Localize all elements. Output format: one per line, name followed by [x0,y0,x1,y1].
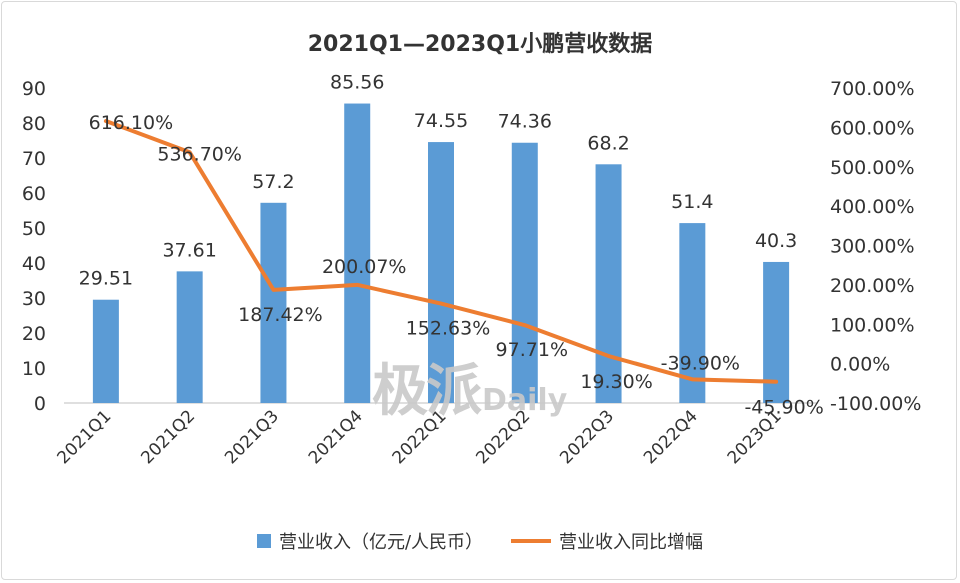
y-left-tick-label: 80 [22,113,46,135]
y-right-tick-label: 700.00% [830,78,915,100]
legend-item-bar: 营业收入（亿元/人民币） [256,528,484,554]
bar-data-label: 74.36 [498,111,552,133]
legend-bar-swatch [256,534,271,548]
bar [344,103,371,403]
y-right-tick-label: 100.00% [830,314,915,336]
legend-line-swatch [511,539,552,543]
line-data-label: 97.71% [496,339,568,361]
x-tick-label: 2021Q3 [221,406,283,468]
line-data-label: 616.10% [89,112,174,134]
bar [428,142,454,403]
y-left-tick-label: 30 [22,288,46,310]
x-tick-label: 2021Q2 [137,406,199,468]
watermark-en: Daily [482,383,568,418]
bar [679,223,706,403]
legend-item-line: 营业收入同比增幅 [511,528,703,554]
y-right-tick-label: 300.00% [830,236,915,258]
legend-line-label: 营业收入同比增幅 [559,532,704,553]
growth-line [103,119,779,384]
bar-data-label: 29.51 [79,268,133,290]
x-tick-label: 2021Q1 [54,406,116,468]
y-left-tick-label: 40 [22,253,46,275]
y-left-tick-label: 20 [22,323,46,345]
y-left-tick-label: 10 [22,358,46,380]
y-right-tick-label: 0.00% [830,354,890,376]
line-data-label: 187.42% [238,304,323,326]
line-data-label: -45.90% [744,397,823,419]
bar [260,202,287,403]
watermark: 极派Daily [372,346,567,427]
line-data-label: 536.70% [157,143,242,165]
bar-data-label: 40.3 [755,230,797,252]
line-data-label: -39.90% [661,352,740,374]
line-data-label: 152.63% [406,318,491,340]
bar-data-label: 57.2 [252,171,294,193]
chart-title: 2021Q1—2023Q1小鹏营收数据 [307,32,653,57]
y-left-tick-label: 50 [22,218,46,240]
y-right-tick-label: 400.00% [830,196,915,218]
y-left-tick-label: 0 [34,393,46,415]
bar-data-label: 85.56 [330,72,384,94]
line-data-label: 200.07% [322,256,407,278]
y-right-tick-label: 200.00% [830,275,915,297]
x-tick-label: 2022Q4 [640,406,702,468]
y-left-tick-label: 70 [22,148,46,170]
x-tick-label: 2021Q4 [305,406,367,468]
y-right-tick-label: -100.00% [830,393,921,415]
bar-data-label: 74.55 [414,110,468,132]
bar [511,142,538,404]
y-right-tick-label: 500.00% [830,157,915,179]
y-right-tick-label: 600.00% [830,117,915,139]
bar [92,299,119,403]
line-data-label: 19.30% [580,371,652,393]
watermark-cn: 极派 [372,359,482,424]
y-left-tick-label: 60 [22,183,46,205]
legend: 营业收入（亿元/人民币） 营业收入同比增幅 [0,528,960,554]
y-left-tick-label: 90 [22,78,46,100]
bar-data-label: 37.61 [162,239,216,261]
bar-data-label: 51.4 [671,191,713,213]
legend-bar-label: 营业收入（亿元/人民币） [278,532,484,553]
bar-data-label: 68.2 [587,132,629,154]
bar [595,164,622,403]
bar [176,271,203,403]
